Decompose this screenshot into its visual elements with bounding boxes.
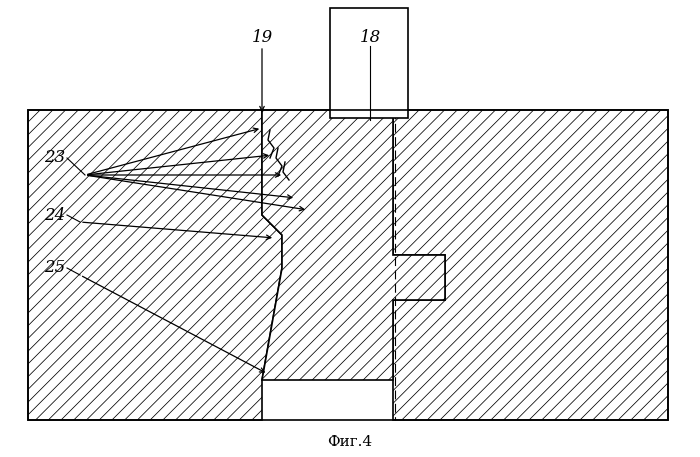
Polygon shape (262, 110, 445, 380)
Text: 18: 18 (359, 30, 381, 47)
Text: 24: 24 (44, 207, 66, 223)
Polygon shape (28, 110, 282, 420)
Text: 19: 19 (251, 30, 272, 47)
Text: Фиг.4: Фиг.4 (328, 435, 372, 449)
Polygon shape (330, 8, 408, 118)
Text: 23: 23 (44, 149, 66, 166)
Polygon shape (393, 110, 668, 420)
Text: 25: 25 (44, 260, 66, 276)
